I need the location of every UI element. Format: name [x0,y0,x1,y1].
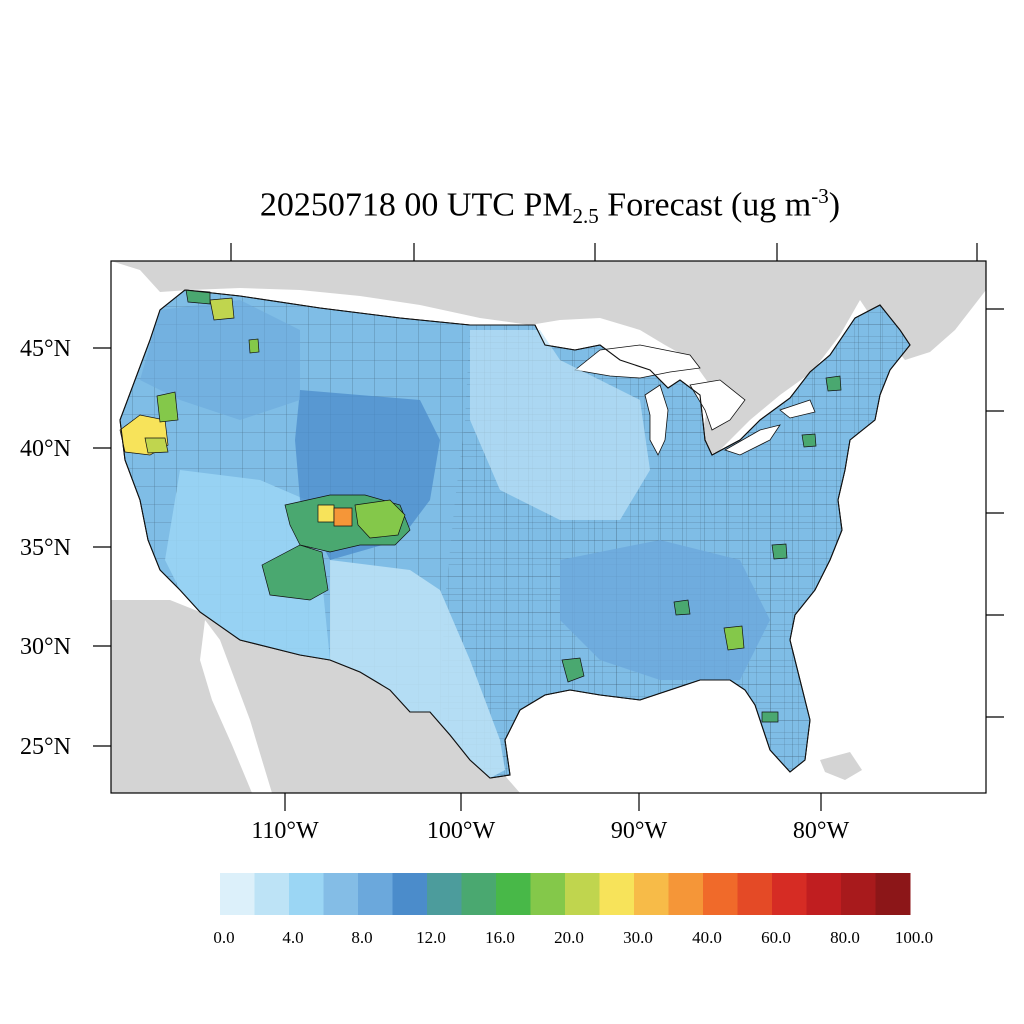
colorado-lime-hotspot [354,499,406,539]
georgia-lime-hotspot [723,625,745,651]
colorbar-swatch [461,873,497,915]
colorbar-label: 12.0 [416,928,446,947]
colorbar-swatch [875,873,911,915]
colorbar-label: 100.0 [895,928,933,947]
colorbar-swatch [841,873,876,915]
colorbar-swatch [772,873,807,915]
map-frame [110,260,987,794]
lon-label-80w: 80°W [793,818,850,844]
colorado-orange-hotspot [333,507,353,527]
lat-label-25: 25°N [20,734,71,760]
colorbar-swatch [220,873,255,915]
colorbar-swatch [530,873,566,915]
oregon-green-hotspot [156,391,179,423]
colorbar-label: 4.0 [282,928,303,947]
lake-ontario [779,399,816,419]
colorado-yellow-hotspot [317,504,335,523]
colorbar-swatch [599,873,635,915]
lat-label-35: 35°N [20,535,71,561]
gulf-of-california [200,620,272,793]
colorbar-label: 60.0 [761,928,791,947]
canada-land [111,261,986,462]
colorbar-label: 40.0 [692,928,722,947]
colorbar-swatch [427,873,462,915]
lat-label-45: 45°N [20,336,71,362]
penn-green-hotspot [801,433,817,448]
lon-label-110w: 110°W [251,818,319,844]
florida-green-hotspot [761,711,779,723]
mississippi-green-hotspot [673,599,691,616]
colorbar-swatch [496,873,531,915]
idaho-green-hotspot [248,338,260,354]
colorbar-swatch [565,873,600,915]
colorbar-swatch [668,873,704,915]
lat-label-40: 40°N [20,436,71,462]
conus-outline [119,289,911,779]
northwest-mid-region [140,300,300,420]
colorbar-swatch [358,873,393,915]
lake-superior [574,344,701,379]
lake-erie [724,424,781,456]
colorbar-swatch [737,873,773,915]
colorbar-labels: 0.0 4.0 8.0 12.0 16.0 20.0 30.0 40.0 60.0 80.0 100… [213,928,933,947]
southeast-dark-region [560,540,770,680]
bottom-ticks [284,793,822,811]
map-title: 20250718 00 UTC PM2.5 Forecast (ug m-3) [259,184,841,229]
colorbar-label: 0.0 [213,928,234,947]
arizona-green-hotspot [261,544,329,601]
colorbar-label: 80.0 [830,928,860,947]
colorbar-swatch [254,873,290,915]
colorbar [220,873,911,915]
lat-label-30: 30°N [20,634,71,660]
colorbar-swatch [806,873,842,915]
colorbar-label: 20.0 [554,928,584,947]
lon-label-90w: 90°W [611,818,668,844]
louisiana-green-hotspot [561,657,585,683]
top-ticks [230,243,978,261]
colorbar-swatch [323,873,359,915]
texas-light-region [330,560,505,778]
colorbar-swatch [703,873,738,915]
colorbar-swatch [392,873,428,915]
colorbar-label: 16.0 [485,928,515,947]
lon-label-100w: 100°W [427,818,496,844]
nc-green-hotspot [771,543,788,560]
colorbar-swatch [634,873,669,915]
lake-huron [689,379,746,431]
cuba-land [820,752,862,780]
lake-michigan [644,384,669,456]
oregon-yellowgreen-hotspot [144,437,169,454]
right-ticks [986,308,1004,718]
midwest-light-region [470,330,650,520]
colorbar-label: 30.0 [623,928,653,947]
washington-yellowgreen-hotspot [209,297,235,321]
new-england-green-hotspot [825,375,842,392]
colorbar-label: 8.0 [351,928,372,947]
colorbar-swatch [289,873,324,915]
left-ticks [93,347,111,747]
